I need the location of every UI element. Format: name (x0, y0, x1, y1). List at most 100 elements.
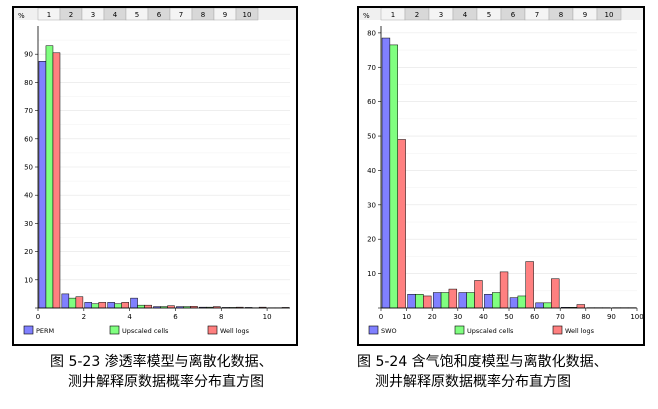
y-tick-label: 70 (367, 64, 376, 72)
x-tick-label: 4 (127, 313, 132, 321)
caption-line-2: 测井解释原数据概率分布直方图 (375, 374, 571, 390)
bar-perm (130, 297, 138, 309)
bar-well-logs (576, 304, 586, 309)
bar-perm (61, 293, 70, 309)
bar-well-logs (474, 280, 483, 309)
figure-caption: 图 5-24 含气饱和度模型与离散化数据、 测井解释原数据概率分布直方图 (357, 352, 608, 392)
bar-upscaled-cells (415, 293, 424, 309)
legend-swatch (552, 325, 563, 335)
legend-label: Upscaled cells (467, 327, 514, 335)
bars (381, 37, 637, 309)
legend: PERM Upscaled cells Well logs (23, 325, 250, 335)
top-ruler-label: 2 (415, 11, 419, 19)
histogram-chart: % 1 2 3 4 5 6 7 8 9 10 10 20 30 40 50 60 70 80 90 0 2 4 6 8 10 PER… (14, 7, 296, 335)
caption-line-1: 图 5-23 渗透率模型与离散化数据、 (50, 354, 273, 370)
top-ruler-label: 3 (439, 11, 443, 19)
top-ruler-label: 4 (463, 11, 468, 19)
x-tick-label: 80 (581, 313, 590, 321)
chart-panel-gas-saturation: % 1 2 3 4 5 6 7 8 9 10 10 20 30 40 50 60 70 80 0 10 20 30 40 50 6… (329, 0, 658, 409)
bars (38, 45, 290, 309)
top-ruler-label: 2 (69, 11, 73, 19)
legend-label: Well logs (220, 327, 250, 335)
bar-swo (381, 37, 391, 309)
x-tick-label: 100 (630, 313, 643, 321)
bar-well-logs (397, 139, 406, 309)
x-tick-label: 0 (379, 313, 383, 321)
top-ruler: % 1 2 3 4 5 6 7 8 9 10 (359, 7, 643, 21)
y-tick-label: 20 (367, 236, 376, 244)
top-ruler-label: 8 (201, 11, 205, 19)
bar-upscaled-cells (517, 295, 526, 309)
top-ruler-label: 7 (535, 11, 539, 19)
bar-upscaled-cells (137, 304, 145, 309)
top-ruler: % 1 2 3 4 5 6 7 8 9 10 (14, 7, 296, 21)
bar-perm (107, 302, 115, 309)
top-ruler-label: 1 (47, 11, 51, 19)
x-tick-label: 0 (36, 313, 40, 321)
x-tick-label: 70 (556, 313, 565, 321)
y-tick-label: 10 (24, 276, 33, 284)
top-ruler-label: 6 (157, 11, 162, 19)
y-tick-label: 50 (24, 164, 33, 172)
y-axis-label: % (363, 12, 370, 20)
grid-lines (381, 32, 637, 292)
bar-perm (84, 302, 93, 309)
bar-swo (535, 302, 544, 309)
x-tick-label: 30 (453, 313, 462, 321)
y-tick-label: 30 (367, 201, 376, 209)
bar-perm (38, 61, 47, 309)
bar-swo (458, 292, 467, 309)
top-ruler-label: 9 (583, 11, 587, 19)
legend-swatch (23, 325, 34, 335)
y-tick-label: 80 (24, 79, 33, 87)
bar-upscaled-cells (466, 292, 475, 309)
top-ruler-label: 7 (179, 11, 183, 19)
bar-well-logs (525, 261, 534, 309)
y-tick-label: 20 (24, 248, 33, 256)
x-tick-label: 50 (505, 313, 514, 321)
bar-well-logs (499, 271, 509, 309)
bar-well-logs (52, 52, 61, 309)
caption-line-2: 测井解释原数据概率分布直方图 (68, 374, 264, 390)
bar-well-logs (98, 302, 107, 309)
axes: 10 20 30 40 50 60 70 80 0 10 20 30 40 50 60 70 80 90 100 (367, 26, 644, 321)
legend-label: Upscaled cells (122, 327, 169, 335)
bar-well-logs (551, 278, 560, 309)
x-tick-label: 40 (479, 313, 488, 321)
top-ruler-label: 8 (559, 11, 563, 19)
x-tick-label: 10 (402, 313, 411, 321)
chart-panel-permeability: % 1 2 3 4 5 6 7 8 9 10 10 20 30 40 50 60 70 80 90 0 2 4 6 8 10 PER… (12, 6, 298, 390)
bar-upscaled-cells (543, 302, 552, 309)
chart-frame: % 1 2 3 4 5 6 7 8 9 10 10 20 30 40 50 60 70 80 90 0 2 4 6 8 10 PER… (12, 6, 298, 346)
top-ruler-label: 5 (487, 11, 491, 19)
y-tick-label: 60 (367, 98, 376, 106)
caption-line-1: 图 5-24 含气饱和度模型与离散化数据、 (357, 354, 608, 370)
y-tick-label: 30 (24, 220, 33, 228)
x-tick-label: 6 (173, 313, 178, 321)
bar-swo (407, 293, 416, 309)
x-tick-label: 20 (428, 313, 437, 321)
bar-upscaled-cells (389, 44, 398, 309)
bar-well-logs (75, 296, 84, 309)
bar-swo (484, 293, 493, 309)
legend-swatch (368, 325, 379, 335)
bar-well-logs (423, 295, 432, 309)
y-tick-label: 40 (367, 167, 376, 175)
top-ruler-label: 10 (243, 11, 252, 19)
top-ruler-segment (596, 7, 622, 21)
y-tick-label: 60 (24, 135, 33, 143)
bar-upscaled-cells (68, 297, 77, 309)
y-tick-label: 10 (367, 270, 376, 278)
x-tick-label: 60 (530, 313, 539, 321)
bar-well-logs (448, 288, 458, 309)
legend: SWO Upscaled cells Well logs (368, 325, 595, 335)
legend-swatch (454, 325, 465, 335)
legend-label: PERM (36, 327, 54, 335)
bar-upscaled-cells (440, 292, 450, 309)
x-tick-label: 2 (82, 313, 86, 321)
top-ruler-segment (235, 7, 259, 21)
x-tick-label: 90 (607, 313, 616, 321)
legend-label: Well logs (565, 327, 595, 335)
bar-well-logs (144, 304, 152, 309)
top-ruler-label: 1 (391, 11, 395, 19)
